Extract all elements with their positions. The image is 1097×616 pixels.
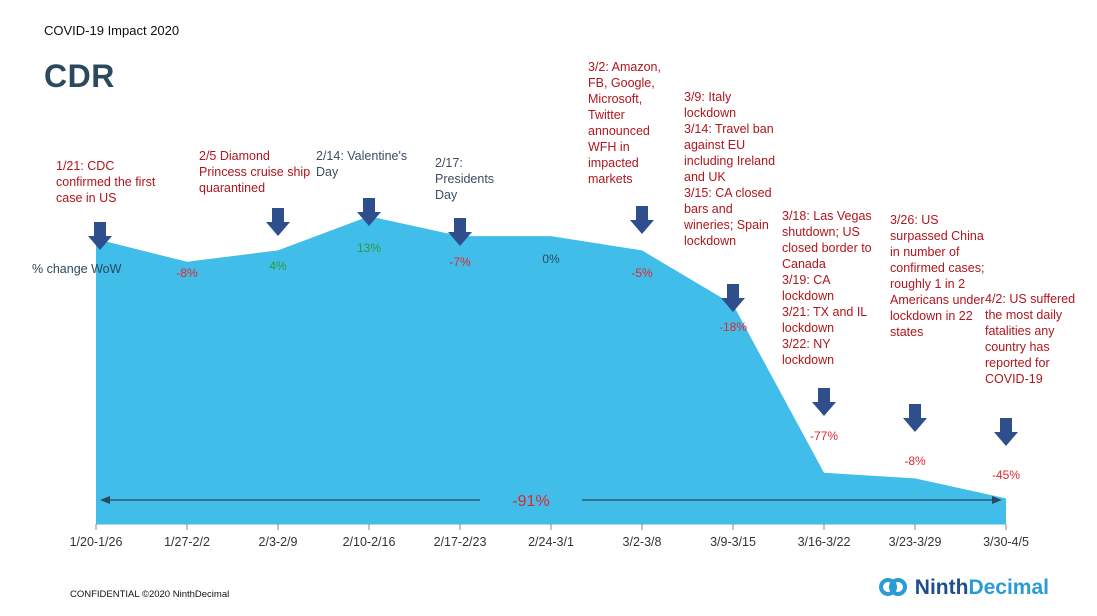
down-arrow-icon — [266, 208, 290, 236]
x-tick-label: 3/2-3/8 — [623, 535, 662, 549]
annotation-2: 2/5 Diamond Princess cruise ship quarant… — [199, 149, 311, 195]
logo-word-decimal: Decimal — [968, 576, 1049, 599]
wow-change-label: -7% — [449, 255, 471, 269]
wow-change-label: -77% — [810, 429, 838, 443]
wow-change-label: -8% — [904, 454, 926, 468]
x-tick-label: 3/9-3/15 — [710, 535, 756, 549]
area-series — [96, 216, 1006, 524]
x-tick-label: 3/30-4/5 — [983, 535, 1029, 549]
overall-change-label: -91% — [512, 493, 549, 510]
x-tick-label: 1/20-1/26 — [70, 535, 123, 549]
down-arrow-icon — [994, 418, 1018, 446]
page-title: CDR — [44, 58, 115, 94]
down-arrow-icon — [357, 198, 381, 226]
down-arrow-icon — [88, 222, 112, 250]
down-arrow-icon — [630, 206, 654, 234]
wow-change-label: -5% — [631, 266, 653, 280]
wow-change-label: 4% — [269, 259, 287, 273]
annotation-6: 3/9: Italy lockdown 3/14: Travel ban aga… — [684, 90, 776, 248]
series-label: % change WoW — [32, 262, 122, 276]
page-subtitle: COVID-19 Impact 2020 — [44, 23, 180, 38]
x-tick-label: 1/27-2/2 — [164, 535, 210, 549]
annotation-7: 3/18: Las Vegas shutdown; US closed bord… — [782, 209, 872, 367]
footer-confidential: CONFIDENTIAL ©2020 NinthDecimal — [70, 589, 230, 600]
annotation-9: 4/2: US suffered the most daily fataliti… — [985, 292, 1076, 386]
x-tick-label: 2/24-3/1 — [528, 535, 574, 549]
ninthdecimal-logo: Ninth Decimal — [878, 576, 1049, 600]
down-arrow-icon — [448, 218, 472, 246]
annotation-3: 2/14: Valentine's Day — [316, 149, 408, 179]
x-tick-label: 2/3-2/9 — [259, 535, 298, 549]
wow-change-label: 0% — [542, 252, 560, 266]
x-tick-label: 3/23-3/29 — [889, 535, 942, 549]
down-arrow-icon — [903, 404, 927, 432]
arrowhead-left — [100, 496, 110, 504]
arrowhead-right — [992, 496, 1002, 504]
logo-mark-icon — [878, 577, 907, 599]
wow-change-label: -18% — [719, 320, 747, 334]
down-arrow-icon — [721, 284, 745, 312]
logo-word-ninth: Ninth — [914, 576, 969, 599]
x-tick-label: 3/16-3/22 — [798, 535, 851, 549]
wow-change-label: -8% — [176, 266, 198, 280]
wow-change-label: 13% — [357, 241, 381, 255]
x-tick-label: 2/10-2/16 — [343, 535, 396, 549]
x-tick-label: 2/17-2/23 — [434, 535, 487, 549]
annotation-5: 3/2: Amazon, FB, Google, Microsoft, Twit… — [588, 60, 661, 186]
annotation-4: 2/17: Presidents Day — [435, 156, 495, 202]
down-arrow-icon — [812, 388, 836, 416]
wow-change-label: -45% — [992, 468, 1020, 482]
annotation-8: 3/26: US surpassed China in number of co… — [890, 213, 985, 339]
annotation-1: 1/21: CDC confirmed the first case in US — [56, 159, 156, 205]
